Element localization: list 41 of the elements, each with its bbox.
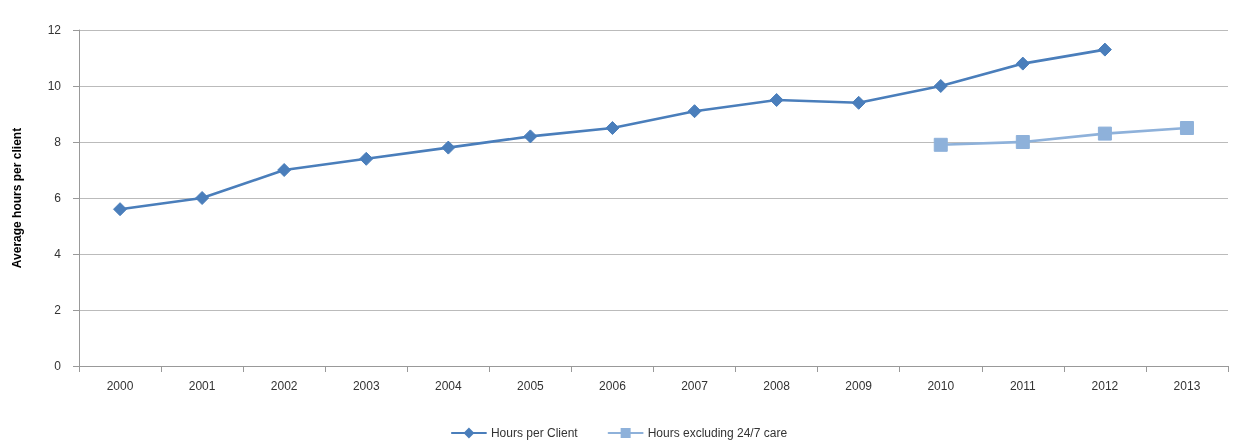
point [933, 79, 948, 93]
x-tick-label: 2002 [270, 379, 298, 393]
x-tick-label: 2004 [434, 379, 462, 393]
point [523, 129, 538, 144]
y-tick-label: 10 [47, 79, 62, 93]
x-tick-label: 2007 [681, 379, 709, 393]
y-tick-label: 12 [47, 23, 62, 37]
point [1015, 56, 1030, 71]
point [933, 137, 948, 152]
point [851, 95, 866, 110]
legend-label: Hours excluding 24/7 care [647, 426, 788, 440]
point [1015, 135, 1030, 149]
y-tick-label: 0 [54, 359, 62, 373]
x-tick-label: 2006 [599, 379, 627, 393]
y-axis-title: Average hours per client [10, 127, 24, 269]
y-tick-label: 2 [54, 303, 62, 317]
point [769, 93, 784, 107]
x-tick-label: 2000 [106, 379, 134, 393]
point [113, 202, 128, 217]
y-tick-label: 8 [54, 135, 62, 149]
point [605, 121, 620, 135]
point [359, 151, 374, 166]
y-tick-label: 6 [54, 191, 62, 205]
point [1179, 121, 1194, 135]
legend-label: Hours per Client [490, 426, 579, 440]
point [277, 163, 292, 177]
point [1097, 126, 1112, 141]
x-tick-label: 2011 [1009, 379, 1037, 393]
x-tick-label: 2010 [927, 379, 955, 393]
x-tick-label: 2009 [845, 379, 873, 393]
x-tick-label: 2008 [763, 379, 791, 393]
point [687, 104, 702, 119]
point [1097, 42, 1112, 57]
x-tick-label: 2012 [1091, 379, 1119, 393]
point [195, 191, 210, 205]
y-tick-label: 4 [54, 247, 62, 261]
x-tick-label: 2003 [352, 379, 380, 393]
x-tick-label: 2001 [188, 379, 216, 393]
x-tick-label: 2005 [517, 379, 545, 393]
point [441, 140, 456, 155]
x-tick-label: 2013 [1173, 379, 1201, 393]
